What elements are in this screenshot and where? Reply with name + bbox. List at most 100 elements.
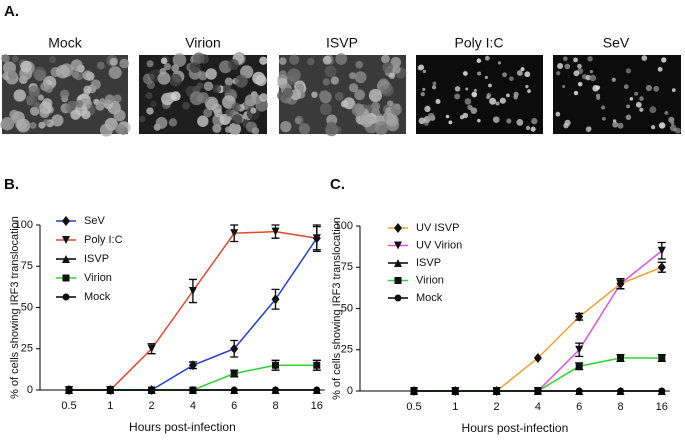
legend-label: ISVP xyxy=(84,253,109,265)
marker xyxy=(65,386,73,394)
cell xyxy=(28,85,40,98)
cell xyxy=(96,61,105,70)
cell xyxy=(563,122,569,129)
legend-label: Mock xyxy=(416,292,443,304)
cell xyxy=(49,56,57,64)
cell xyxy=(626,104,630,109)
cell xyxy=(381,54,390,64)
cell xyxy=(422,69,427,74)
marker xyxy=(230,343,239,354)
cell xyxy=(516,70,523,76)
marker xyxy=(106,386,114,394)
cell xyxy=(484,55,490,61)
cell xyxy=(227,58,239,70)
image-caption: Poly I:C xyxy=(454,35,503,51)
cell xyxy=(307,57,315,66)
cell xyxy=(585,74,591,81)
cell xyxy=(573,90,579,96)
marker xyxy=(617,387,624,395)
cell xyxy=(473,88,478,93)
cell xyxy=(520,67,525,72)
cell xyxy=(424,105,431,113)
cell xyxy=(645,84,653,92)
cell xyxy=(390,56,402,68)
cell xyxy=(623,84,629,90)
micrograph xyxy=(553,55,681,134)
legend-marker xyxy=(62,255,70,263)
marker xyxy=(451,387,459,395)
cell xyxy=(255,99,269,112)
y-tick-label: 25 xyxy=(21,343,33,355)
panel-label: A. xyxy=(4,3,19,20)
cell xyxy=(287,68,301,82)
cell xyxy=(29,122,37,129)
y-axis-label: % of cells showing IRF3 translocation xyxy=(331,217,343,400)
marker xyxy=(230,229,239,238)
legend-marker xyxy=(394,294,402,302)
legend-label: Mock xyxy=(84,291,111,303)
cell xyxy=(168,118,178,127)
marker xyxy=(271,294,280,305)
panel-label: B. xyxy=(4,176,19,193)
cell xyxy=(192,85,201,94)
cell xyxy=(83,85,92,94)
cell xyxy=(592,85,599,92)
cell xyxy=(530,126,536,132)
image-caption: ISVP xyxy=(326,35,358,51)
cell xyxy=(289,54,300,65)
cell xyxy=(138,115,146,123)
y-tick-label: 75 xyxy=(21,260,33,272)
cell xyxy=(163,62,172,71)
cell xyxy=(34,69,46,82)
cell xyxy=(0,117,15,131)
cell xyxy=(71,71,80,79)
marker xyxy=(230,370,238,377)
cell xyxy=(228,122,242,136)
cell xyxy=(104,94,115,104)
image-caption: Mock xyxy=(48,35,82,51)
cell xyxy=(435,98,441,104)
cell xyxy=(556,71,561,76)
cell xyxy=(573,57,578,63)
y-tick-label: 0 xyxy=(347,385,353,397)
cell xyxy=(41,106,49,114)
cell xyxy=(527,89,531,94)
image-caption: SeV xyxy=(603,35,630,51)
x-tick-label: 6 xyxy=(576,401,582,413)
cell xyxy=(454,93,461,100)
cell xyxy=(203,108,213,118)
cell xyxy=(294,115,304,125)
legend-label: UV ISVP xyxy=(416,222,459,234)
cell xyxy=(516,119,524,126)
marker xyxy=(575,345,584,354)
cell xyxy=(386,114,399,127)
cell xyxy=(231,102,241,112)
marker xyxy=(575,311,584,322)
cell xyxy=(589,74,597,82)
marker xyxy=(616,279,625,288)
cell xyxy=(16,118,31,133)
cell xyxy=(114,124,125,135)
cell xyxy=(157,71,171,85)
marker xyxy=(272,386,279,394)
cell xyxy=(20,60,32,73)
cell xyxy=(205,68,217,80)
y-tick-label: 25 xyxy=(341,344,353,356)
cell xyxy=(664,110,669,115)
cell xyxy=(319,103,332,116)
cell xyxy=(282,87,294,98)
marker xyxy=(313,361,321,369)
cell xyxy=(349,72,357,80)
cell xyxy=(13,89,26,102)
cell xyxy=(251,127,260,135)
cell xyxy=(612,119,617,123)
y-tick-label: 100 xyxy=(15,219,33,231)
cell xyxy=(298,123,311,135)
cell xyxy=(225,108,234,117)
legend-label: Poly I:C xyxy=(84,234,123,246)
cell xyxy=(108,66,122,80)
cell xyxy=(497,61,501,65)
cell xyxy=(422,87,426,92)
cell xyxy=(427,112,435,120)
